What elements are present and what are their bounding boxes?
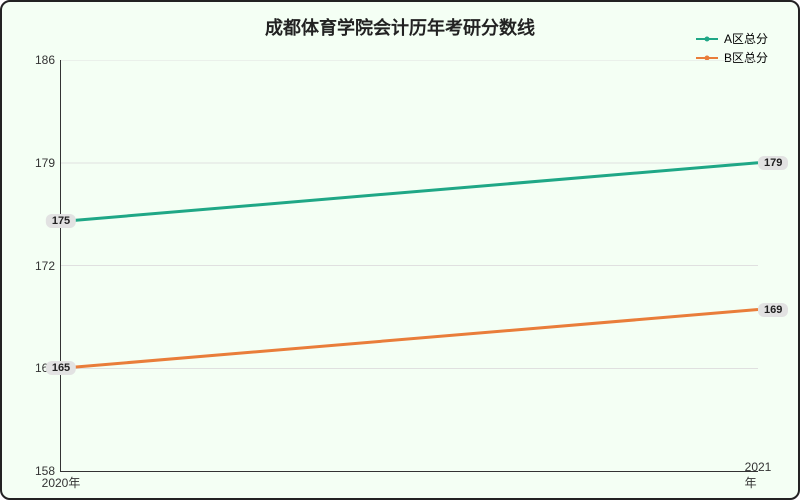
chart-container: 成都体育学院会计历年考研分数线 A区总分 B区总分 158 165 172 17… xyxy=(0,0,800,500)
ytick-3: 179 xyxy=(23,156,55,170)
plot-area: 158 165 172 179 186 2020年 2021年 175 179 … xyxy=(60,60,758,472)
value-a-1: 179 xyxy=(758,156,788,170)
value-b-1: 169 xyxy=(758,303,788,317)
value-a-0: 175 xyxy=(46,214,76,228)
series-b-line xyxy=(61,310,758,369)
chart-title: 成都体育学院会计历年考研分数线 xyxy=(2,14,798,40)
xtick-0: 2020年 xyxy=(42,474,81,491)
series-a-line xyxy=(61,163,758,222)
ytick-2: 172 xyxy=(23,259,55,273)
legend-swatch-b xyxy=(696,57,718,59)
legend-item-a: A区总分 xyxy=(696,30,768,47)
ytick-4: 186 xyxy=(23,53,55,67)
line-svg xyxy=(61,60,758,471)
legend-swatch-a xyxy=(696,38,718,40)
value-b-0: 165 xyxy=(46,361,76,375)
legend-label-a: A区总分 xyxy=(724,30,768,47)
